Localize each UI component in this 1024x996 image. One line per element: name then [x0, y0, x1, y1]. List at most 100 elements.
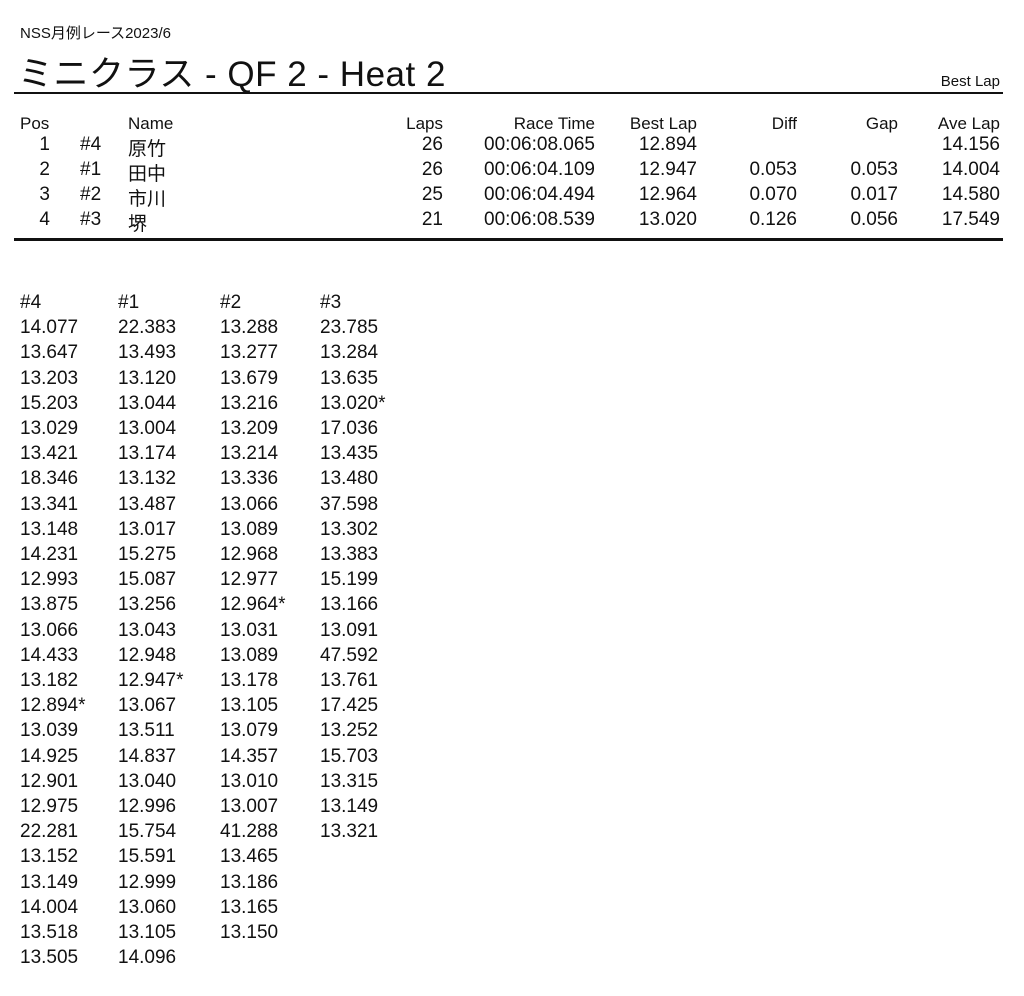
- lap-time: 13.302: [320, 518, 379, 540]
- lap-time: 13.647: [20, 342, 79, 364]
- lap-time: 13.067: [118, 695, 177, 717]
- ave-lap-cell: 17.549: [941, 209, 1000, 230]
- lap-column-header: #4: [20, 292, 42, 313]
- lap-time: 13.480: [320, 468, 379, 490]
- lap-time: 13.174: [118, 443, 177, 465]
- lap-time: 13.465: [220, 846, 279, 868]
- lap-time: 18.346: [20, 468, 79, 490]
- lap-time: 13.635: [320, 367, 379, 389]
- lap-time: 13.166: [320, 594, 379, 616]
- car-number-cell: #2: [80, 184, 102, 205]
- lap-time: 13.336: [220, 468, 279, 490]
- lap-time: 13.149: [320, 796, 379, 818]
- lap-time: 13.040: [118, 770, 177, 792]
- col-race-time: Race Time: [513, 114, 595, 133]
- lap-time: 13.679: [220, 367, 279, 389]
- laps-cell: 25: [421, 184, 443, 205]
- lap-time: 12.975: [20, 796, 79, 818]
- lap-time: 13.284: [320, 342, 379, 364]
- lap-time: 13.256: [118, 594, 177, 616]
- lap-column: #2 13.288 13.277 13.679 13.216 13.209 13.214 13…: [220, 290, 286, 945]
- driver-name-cell: 市川: [128, 189, 167, 210]
- lap-time: 13.505: [20, 947, 79, 969]
- col-best-lap: Best Lap: [629, 114, 697, 133]
- best-lap-cell: 12.947: [638, 159, 697, 180]
- bottom-divider: [14, 238, 1003, 241]
- lap-time: 13.066: [20, 619, 79, 641]
- race-time-cell: 00:06:08.539: [484, 209, 595, 230]
- lap-time: 13.152: [20, 846, 79, 868]
- lap-column: #4 14.077 13.647 13.203 15.203 13.029 13.421 18…: [20, 290, 86, 970]
- lap-time: 13.277: [220, 342, 279, 364]
- lap-time: 15.703: [320, 745, 379, 767]
- lap-time: 14.077: [20, 317, 79, 339]
- sort-label: Best Lap: [940, 73, 1000, 90]
- lap-time: 14.096: [118, 947, 177, 969]
- lap-time: 13.060: [118, 896, 177, 918]
- lap-column: #1 22.383 13.493 13.120 13.044 13.004 13.174 13…: [118, 290, 184, 970]
- race-time-cell: 00:06:08.065: [484, 134, 595, 155]
- top-divider: [14, 92, 1003, 94]
- lap-time: 12.947*: [118, 670, 184, 692]
- lap-time: 13.089: [220, 518, 279, 540]
- lap-time: 15.754: [118, 821, 177, 843]
- lap-time: 13.105: [220, 695, 279, 717]
- lap-time: 13.020*: [320, 392, 386, 414]
- lap-time: 15.087: [118, 569, 177, 591]
- lap-time: 13.148: [20, 518, 79, 540]
- lap-time: 13.435: [320, 443, 379, 465]
- lap-time: 13.149: [20, 871, 79, 893]
- laps-cell: 26: [421, 134, 443, 155]
- lap-column-header: #1: [118, 292, 140, 313]
- lap-time: 13.186: [220, 871, 279, 893]
- lap-time: 15.591: [118, 846, 177, 868]
- page-title: ミニクラス - QF 2 - Heat 2: [18, 55, 446, 94]
- lap-time: 13.010: [220, 770, 279, 792]
- best-lap-cell: 12.894: [638, 134, 697, 155]
- lap-time: 13.105: [118, 922, 177, 944]
- col-pos: Pos: [20, 114, 50, 133]
- lap-time: 13.216: [220, 392, 279, 414]
- lap-time: 13.487: [118, 493, 177, 515]
- lap-column: #3 23.785 13.284 13.635 13.020* 17.036 13.435 1…: [320, 290, 386, 844]
- lap-time: 13.066: [220, 493, 279, 515]
- lap-time: 14.231: [20, 544, 79, 566]
- driver-name-cell: 原竹: [128, 139, 167, 160]
- lap-time: 13.178: [220, 670, 279, 692]
- pos-cell: 2: [39, 159, 50, 180]
- lap-time: 13.132: [118, 468, 177, 490]
- lap-time: 47.592: [320, 644, 379, 666]
- lap-time: 17.036: [320, 418, 379, 440]
- lap-time: 13.091: [320, 619, 379, 641]
- lap-time: 13.214: [220, 443, 279, 465]
- driver-name-cell: 堺: [128, 214, 148, 235]
- best-lap-cell: 12.964: [638, 184, 697, 205]
- laps-cell: 26: [421, 159, 443, 180]
- lap-time: 13.079: [220, 720, 279, 742]
- lap-time: 12.996: [118, 796, 177, 818]
- driver-name-cell: 田中: [128, 164, 167, 185]
- lap-time: 37.598: [320, 493, 379, 515]
- lap-column-header: #2: [220, 292, 242, 313]
- lap-time: 14.357: [220, 745, 279, 767]
- ave-lap-cell: 14.156: [941, 134, 1000, 155]
- lap-time: 13.182: [20, 670, 79, 692]
- col-gap: Gap: [865, 114, 898, 133]
- lap-time: 12.948: [118, 644, 177, 666]
- lap-time: 13.321: [320, 821, 379, 843]
- col-name: Name: [128, 114, 174, 133]
- diff-cell: 0.126: [749, 209, 797, 230]
- lap-time: 15.275: [118, 544, 177, 566]
- lap-time: 13.031: [220, 619, 279, 641]
- lap-time: 13.007: [220, 796, 279, 818]
- race-time-cell: 00:06:04.494: [484, 184, 595, 205]
- lap-time: 22.281: [20, 821, 79, 843]
- pos-cell: 1: [39, 134, 50, 155]
- best-lap-cell: 13.020: [638, 209, 697, 230]
- lap-time: 15.203: [20, 392, 79, 414]
- lap-time: 15.199: [320, 569, 379, 591]
- col-diff: Diff: [771, 114, 797, 133]
- pos-cell: 3: [39, 184, 50, 205]
- lap-time: 12.964*: [220, 594, 286, 616]
- laps-cell: 21: [421, 209, 443, 230]
